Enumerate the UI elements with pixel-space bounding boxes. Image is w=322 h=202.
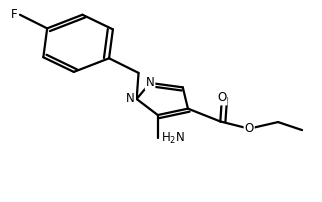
Text: O: O: [244, 122, 254, 135]
Text: H$_2$N: H$_2$N: [161, 130, 185, 146]
Text: N: N: [146, 76, 155, 89]
Text: O: O: [217, 92, 227, 104]
Text: N: N: [126, 93, 135, 105]
Text: F: F: [11, 8, 17, 21]
